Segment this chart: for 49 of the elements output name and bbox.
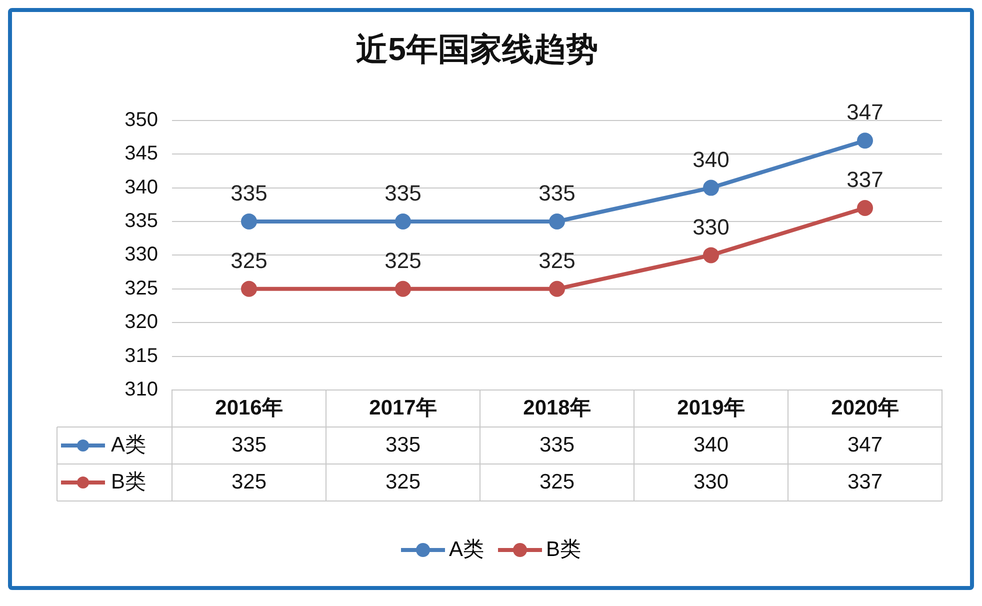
point (703, 180, 719, 196)
point (549, 280, 565, 297)
annotation: 347 (846, 100, 884, 125)
point (395, 214, 411, 230)
y-tick-label: 340 (124, 176, 158, 198)
point (703, 247, 719, 264)
point (241, 280, 257, 297)
x-tick-label: 2018年 (523, 396, 591, 420)
annotation: 330 (692, 214, 730, 240)
x-tick-label: 2017年 (369, 396, 437, 420)
data-label: 335 (385, 433, 421, 456)
point (857, 132, 873, 149)
y-tick-label: 330 (124, 244, 158, 266)
y-tick-label: 345 (124, 142, 158, 165)
data-label: 340 (693, 433, 729, 456)
annotation: 340 (692, 146, 730, 172)
point (395, 280, 411, 297)
data-label: 335 (231, 433, 267, 456)
annotation: 325 (538, 248, 576, 273)
x-tick-label: 2016年 (215, 396, 283, 420)
data-label: 330 (693, 470, 729, 494)
annotation: 335 (538, 180, 576, 206)
annotation: 335 (384, 180, 422, 206)
legend-label: B类 (111, 470, 146, 494)
data-label: 325 (539, 470, 575, 494)
y-tick-label: 315 (124, 344, 158, 367)
annotation: 335 (230, 180, 268, 206)
text: A类 (448, 538, 484, 561)
point (549, 214, 565, 230)
data-label: 347 (847, 433, 883, 456)
legend-label: A类 (111, 433, 146, 456)
data-label: 325 (231, 470, 267, 494)
annotation: 325 (230, 248, 268, 273)
y-tick-label: 310 (124, 378, 158, 401)
annotation: 325 (384, 248, 422, 273)
data-label: 325 (385, 470, 421, 494)
point (857, 200, 873, 216)
point (241, 214, 257, 230)
data-label: 335 (539, 433, 575, 456)
y-tick-label: 350 (124, 108, 158, 131)
annotation: 337 (846, 167, 884, 192)
y-tick-label: 335 (124, 210, 158, 232)
x-tick-label: 2020年 (831, 396, 899, 420)
x-tick-label: 2019年 (677, 396, 745, 420)
y-tick-label: 320 (124, 311, 158, 334)
chart-title: 近5年国家线趋势 (356, 31, 598, 68)
data-label: 337 (847, 470, 883, 494)
text: B类 (546, 538, 582, 561)
y-tick-label: 325 (124, 277, 158, 300)
